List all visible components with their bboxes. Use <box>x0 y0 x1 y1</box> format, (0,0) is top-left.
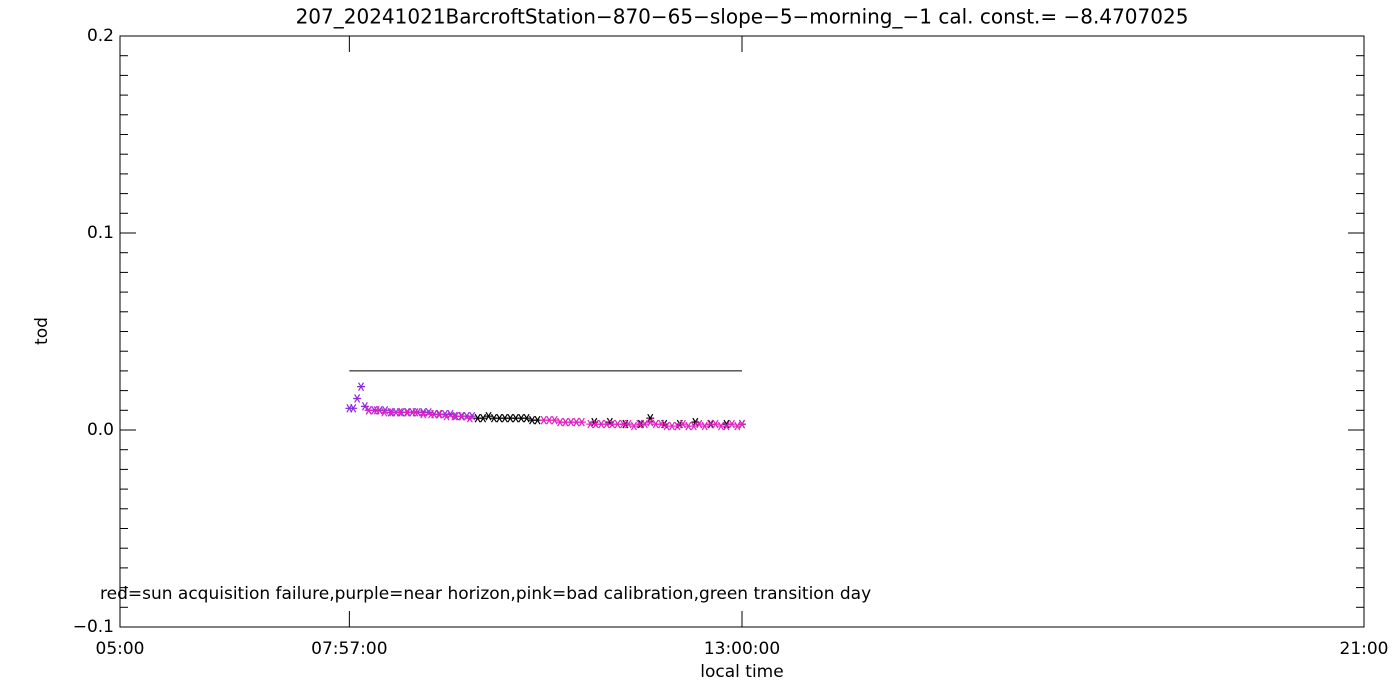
data-point <box>357 382 366 391</box>
data-point <box>738 419 746 429</box>
x-tick-label: 21:00 <box>1340 639 1389 659</box>
data-point <box>427 409 435 419</box>
data-point <box>442 411 451 421</box>
data-point <box>419 409 428 419</box>
data-point <box>640 419 649 429</box>
data-point <box>646 413 655 423</box>
data-point <box>624 419 633 429</box>
x-axis-label: local time <box>700 662 783 682</box>
data-point <box>711 419 720 429</box>
data-point <box>727 419 736 429</box>
y-tick-label: 0.1 <box>87 223 114 243</box>
data-point <box>577 417 586 427</box>
data-point <box>646 417 655 427</box>
data-point <box>550 415 559 425</box>
x-tick-label: 07:57:00 <box>311 639 387 659</box>
data-point <box>657 419 666 429</box>
data-point <box>380 407 389 417</box>
x-tick-label: 13:00:00 <box>704 639 780 659</box>
data-point <box>388 407 397 417</box>
data-point <box>434 409 443 419</box>
data-point <box>450 411 459 421</box>
data-point <box>700 421 709 431</box>
data-point <box>733 421 742 431</box>
data-point <box>629 421 638 431</box>
data-point <box>349 404 358 413</box>
data-point <box>722 421 731 431</box>
data-point <box>372 405 381 415</box>
data-point <box>395 407 404 417</box>
data-point <box>678 419 687 429</box>
y-axis-label: tod <box>32 317 52 345</box>
chart-title: 207_20241021BarcroftStation−870−65−slope… <box>296 5 1189 29</box>
data-point <box>484 411 493 421</box>
y-tick-label: 0.0 <box>87 420 114 440</box>
data-point <box>522 413 531 423</box>
x-tick-label: 05:00 <box>96 639 145 659</box>
annotation: red=sun acquisition failure,purple=near … <box>100 584 871 604</box>
data-point <box>673 421 682 431</box>
data-point <box>353 394 362 403</box>
data-point <box>360 402 369 411</box>
data-point <box>411 407 420 417</box>
data-point <box>465 413 474 423</box>
data-point <box>458 411 467 421</box>
data-point <box>479 413 488 423</box>
data-point <box>695 419 704 429</box>
data-point <box>403 407 412 417</box>
data-point <box>689 421 698 431</box>
y-tick-label: 0.2 <box>87 26 114 46</box>
data-point <box>364 405 373 415</box>
y-tick-label: −0.1 <box>73 617 114 637</box>
